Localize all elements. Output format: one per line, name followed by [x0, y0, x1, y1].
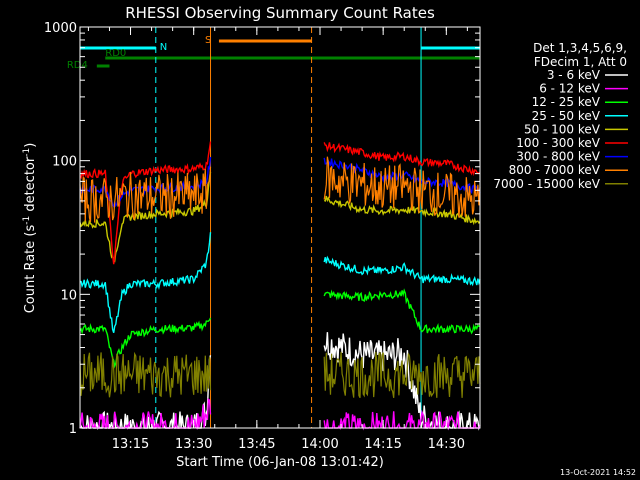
x-tick-label: 13:15 — [112, 437, 149, 452]
legend-entry-label: 7000 - 15000 keV — [493, 177, 600, 191]
date-stamp: 13-Oct-2021 14:52 — [560, 468, 636, 477]
x-axis-label: Start Time (06-Jan-08 13:01:42) — [176, 455, 384, 470]
chart-title: RHESSI Observing Summary Count Rates — [125, 4, 435, 22]
series-line — [79, 141, 212, 265]
flag-bars: N S RD0 RD4 — [67, 35, 480, 71]
legend-header-line1: Det 1,3,4,5,6,9, — [533, 41, 627, 55]
series-line — [323, 195, 481, 226]
y-tick-label: 1000 — [44, 21, 77, 36]
legend-entry-label: 12 - 25 keV — [532, 95, 601, 109]
legend-entry-label: 3 - 6 keV — [547, 68, 601, 82]
legend-entry-label: 800 - 7000 keV — [509, 163, 601, 177]
y-tick-label: 10 — [60, 288, 77, 303]
flag-label: RD4 — [67, 60, 88, 71]
plot-frame — [79, 26, 481, 429]
series-line — [323, 156, 481, 218]
legend-header-line2: FDecim 1, Att 0 — [534, 55, 627, 69]
y-tick-label: 100 — [52, 155, 77, 170]
series-line — [323, 288, 481, 335]
series-line — [323, 157, 481, 195]
series-line — [79, 317, 212, 369]
legend-entry-label: 300 - 800 keV — [516, 150, 600, 164]
series-line — [79, 351, 212, 398]
series-line — [323, 351, 481, 399]
series-line — [323, 255, 481, 287]
series-line — [323, 142, 481, 177]
x-tick-label: 13:45 — [238, 437, 275, 452]
x-tick-label: 14:15 — [364, 437, 401, 452]
series-line — [79, 171, 212, 263]
series-line — [79, 166, 212, 223]
x-tick-label: 14:00 — [301, 437, 338, 452]
legend-entry-label: 100 - 300 keV — [516, 136, 600, 150]
x-axis-ticks: 13:15 13:30 13:45 14:00 14:15 14:30 — [87, 27, 468, 452]
x-tick-label: 14:30 — [428, 437, 465, 452]
flag-label: N — [160, 42, 167, 53]
y-axis-label: Count Rate (s-1 detector-1) — [22, 143, 38, 314]
legend-entry-label: 6 - 12 keV — [539, 82, 601, 96]
x-tick-label: 13:30 — [175, 437, 212, 452]
y-tick-label: 1 — [69, 422, 77, 437]
legend-entry-label: 25 - 50 keV — [532, 109, 601, 123]
series-line — [79, 232, 212, 334]
flag-label: S — [205, 35, 211, 46]
legend: Det 1,3,4,5,6,9, FDecim 1, Att 0 3 - 6 k… — [493, 41, 628, 191]
legend-entry-label: 50 - 100 keV — [524, 122, 601, 136]
flag-label: RD0 — [105, 48, 126, 59]
y-axis-ticks: 1 10 100 1000 — [44, 21, 480, 437]
